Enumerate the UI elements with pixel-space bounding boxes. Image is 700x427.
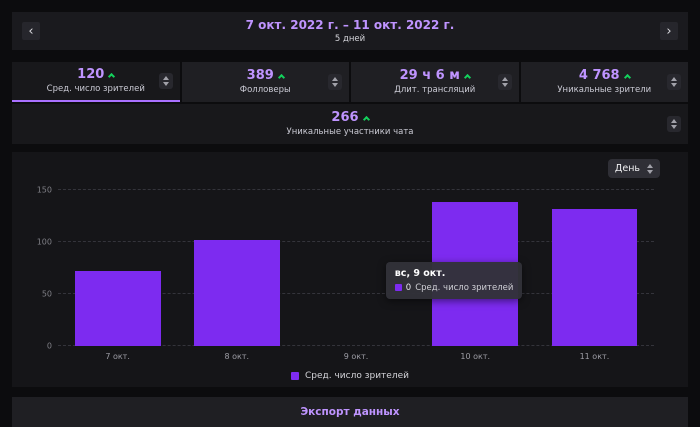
footer-bar: Экспорт данных [12,397,688,427]
x-axis-label: 7 окт. [105,352,130,361]
metric-card-unique-viewers[interactable]: 4 768 Уникальные зрители [520,62,688,102]
metric-card-content: 29 ч 6 м Длит. трансляций [394,67,476,96]
bar-slot [58,190,177,346]
bars [58,190,654,346]
chart-toolbar: День [12,158,688,182]
legend-label: Сред. число зрителей [305,371,409,381]
x-axis-label: 9 окт. [343,352,369,361]
metric-card-unique-chatters[interactable]: 266 Уникальные участники чата [12,104,688,144]
y-axis-tick: 50 [41,289,52,299]
x-axis-label: 10 окт. [460,352,491,361]
metric-value: 4 768 [578,67,620,83]
metric-card-content: 389 Фолловеры [239,67,291,96]
bar-chart-plot: вс, 9 окт. 0 Сред. число зрителей 0 50 100… [37,186,654,351]
trend-up-icon [463,73,471,81]
metric-card-content: 4 768 Уникальные зрители [557,67,652,96]
metric-label: Фолловеры [239,84,291,95]
metric-card-avg-viewers[interactable]: 120 Сред. число зрителей [12,62,180,102]
x-axis-label: 11 окт. [579,352,610,361]
metric-card-content: 120 Сред. число зрителей [46,66,145,95]
metric-value: 389 [246,67,274,83]
y-axis-tick: 150 [36,185,52,195]
trend-up-icon [623,73,631,81]
gridline [58,189,654,190]
metric-label: Сред. число зрителей [46,83,145,94]
trend-up-icon [277,73,285,81]
interval-select-value: День [614,163,640,174]
chart-panel: День вс, 9 окт. 0 Сред. число зрителей 0… [12,152,688,387]
trend-up-icon [362,115,370,123]
date-range-label: 7 окт. 2022 г. – 11 окт. 2022 г. [245,18,455,33]
tooltip-title: вс, 9 окт. [394,267,446,279]
gridline [58,345,654,346]
tooltip-value: 0 [405,282,412,293]
chart-bar[interactable] [193,239,280,346]
x-axis-labels: 7 окт. 8 окт. 9 окт. 10 окт. 11 окт. [58,352,654,361]
metric-select-updown-icon[interactable] [667,116,681,132]
metric-label: Длит. трансляций [394,84,476,95]
date-range-block: 7 окт. 2022 г. – 11 окт. 2022 г. 5 дней [246,18,455,44]
chart-bar[interactable] [74,271,161,346]
metric-card-stream-duration[interactable]: 29 ч 6 м Длит. трансляций [351,62,519,102]
chart-legend[interactable]: Сред. число зрителей [12,371,688,381]
metric-value: 266 [331,109,359,125]
next-period-button[interactable]: › [660,22,678,40]
export-data-link[interactable]: Экспорт данных [300,406,400,418]
bar-slot [535,190,654,346]
prev-period-button[interactable]: ‹ [22,22,40,40]
chart-tooltip: вс, 9 окт. 0 Сред. число зрителей [385,261,523,299]
select-updown-icon [647,163,653,174]
date-range-subtitle: 5 дней [334,33,366,44]
tooltip-label: Сред. число зрителей [415,282,514,293]
metric-label: Уникальные зрители [557,84,652,95]
y-axis-tick: 100 [36,237,52,247]
chart-bar[interactable] [551,208,638,346]
gridline [58,241,654,242]
metric-cards-row: 120 Сред. число зрителей 389 Фолловеры 2… [12,62,688,102]
bar-slot [177,190,296,346]
metric-card-followers[interactable]: 389 Фолловеры [181,62,349,102]
tooltip-swatch [394,284,402,292]
metric-label: Уникальные участники чата [286,126,414,137]
metric-select-updown-icon[interactable] [497,74,512,90]
trend-up-icon [108,72,116,80]
gridline [58,293,654,294]
interval-select[interactable]: День [607,159,660,178]
legend-swatch [291,372,299,380]
metric-value: 120 [77,66,105,82]
metric-select-updown-icon[interactable] [328,74,342,90]
x-axis-label: 8 окт. [224,352,250,361]
metric-select-updown-icon[interactable] [158,73,173,89]
date-range-header: ‹ 7 окт. 2022 г. – 11 окт. 2022 г. 5 дне… [12,12,688,50]
metric-value: 29 ч 6 м [399,67,460,83]
metric-select-updown-icon[interactable] [667,74,681,90]
metric-card-content: 266 Уникальные участники чата [286,109,414,138]
tooltip-row: 0 Сред. число зрителей [394,282,514,293]
y-axis-tick: 0 [46,341,52,351]
